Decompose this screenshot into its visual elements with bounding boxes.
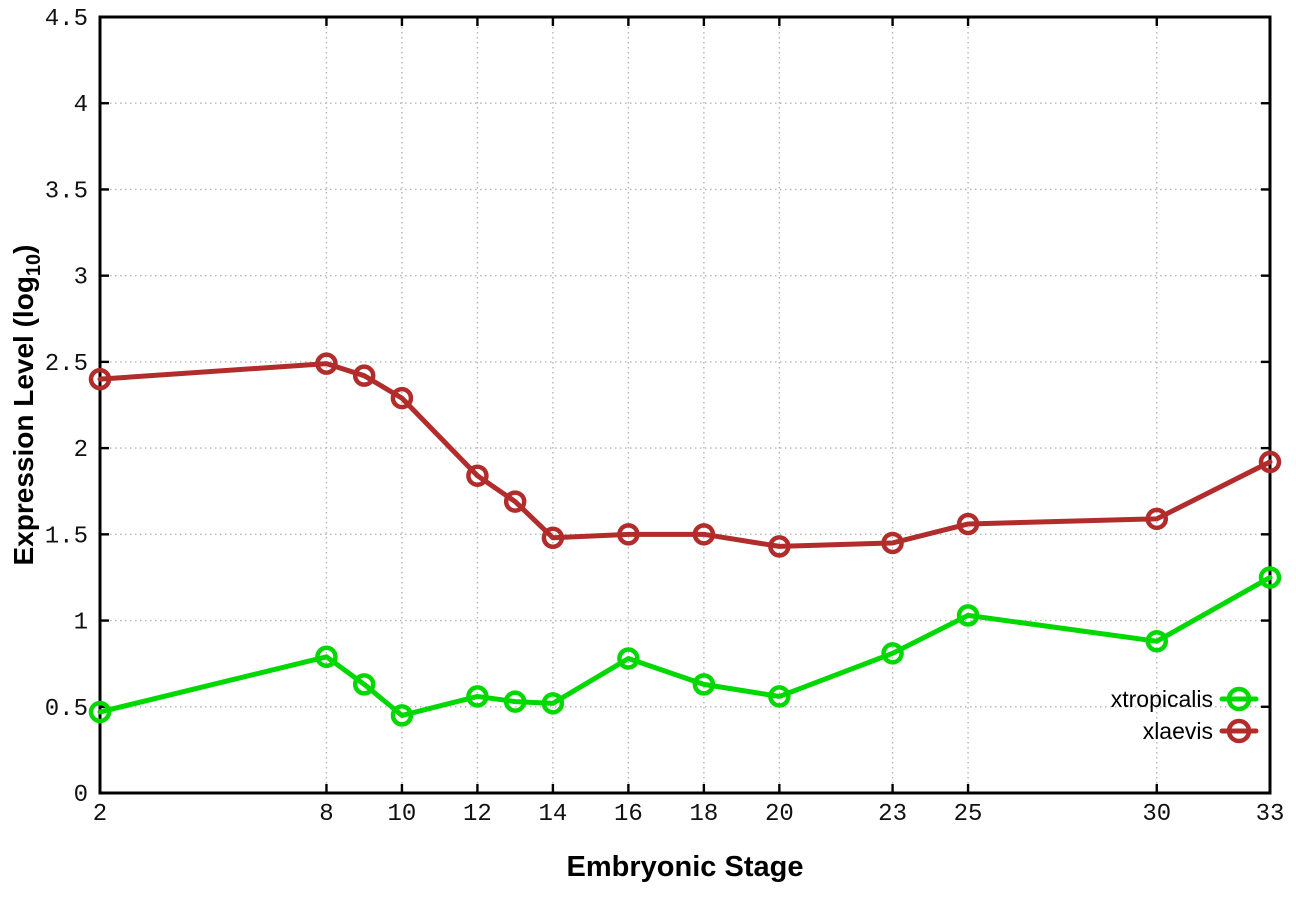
data-point-marker (352, 673, 376, 696)
y-tick-labels: 0 0.5 1 1.5 2 2.5 3 3.5 4 4.5 (45, 6, 88, 809)
data-point-marker (541, 526, 565, 550)
legend-entry-xlaevis: xlaevis (1143, 718, 1259, 744)
data-point-marker (692, 523, 716, 546)
x-tick-label: 23 (878, 801, 907, 828)
data-point-marker (390, 704, 414, 727)
series-line (97, 574, 1273, 718)
data-point-marker (1258, 566, 1282, 589)
legend-sample-marker (1226, 686, 1252, 712)
data-point-marker (466, 685, 489, 708)
x-tick-labels: 2 8 10 12 14 16 18 20 23 25 30 33 (93, 801, 1285, 828)
x-tick-label: 30 (1142, 801, 1171, 828)
y-axis-title: Expression Level (log10) (8, 245, 45, 566)
x-tick-label: 18 (689, 801, 718, 828)
data-point-marker (541, 692, 565, 715)
data-point-marker (315, 352, 338, 375)
y-tick-label: 4 (74, 92, 88, 119)
x-tick-label: 20 (765, 801, 794, 828)
data-point-marker (1145, 507, 1169, 531)
y-tick-label: 3 (74, 265, 88, 292)
y-tick-label: 3.5 (45, 178, 88, 205)
data-point-marker (881, 642, 904, 665)
data-point-marker (390, 386, 414, 410)
legend-sample-marker (1226, 718, 1252, 744)
data-point-marker (617, 647, 640, 670)
x-tick-label: 2 (93, 801, 107, 828)
data-point-marker (768, 685, 791, 708)
data-point-marker (956, 604, 980, 627)
data-point-marker (503, 490, 527, 513)
legend: xtropicalis xlaevis (1111, 686, 1259, 744)
series-xlaevis (88, 352, 1282, 558)
y-tick-label: 0 (74, 782, 88, 809)
x-tick-label: 33 (1256, 801, 1285, 828)
data-point-marker (466, 464, 489, 487)
legend-entry-xtropicalis: xtropicalis (1111, 686, 1259, 712)
data-point-marker (352, 364, 376, 387)
data-point-marker (956, 512, 980, 536)
legend-label: xlaevis (1143, 718, 1213, 744)
x-tick-label: 14 (538, 801, 567, 828)
data-point-marker (503, 690, 527, 713)
y-tick-label: 2 (74, 437, 88, 464)
x-axis-title: Embryonic Stage (567, 851, 804, 883)
series-line (97, 361, 1273, 549)
data-point-marker (617, 523, 640, 546)
plot-border (98, 15, 1272, 795)
y-tick-label: 0.5 (45, 696, 88, 723)
x-tick-label: 16 (614, 801, 643, 828)
series-xtropicalis (88, 566, 1282, 727)
data-point-marker (88, 700, 112, 724)
data-point-marker (315, 645, 338, 669)
data-point-marker (692, 673, 716, 696)
x-tick-label: 10 (388, 801, 417, 828)
y-tick-label: 4.5 (45, 6, 88, 33)
data-point-marker (1145, 629, 1169, 653)
data-point-marker (88, 367, 112, 391)
y-tick-label: 1.5 (45, 523, 88, 550)
y-tick-label: 2.5 (45, 351, 88, 378)
x-tick-label: 12 (463, 801, 492, 828)
data-point-marker (768, 535, 791, 558)
data-point-marker (881, 531, 904, 555)
data-point-marker (1258, 450, 1282, 474)
legend-label: xtropicalis (1111, 686, 1213, 712)
x-tick-label: 25 (954, 801, 983, 828)
y-tick-label: 1 (74, 610, 88, 637)
x-tick-label: 8 (319, 801, 333, 828)
